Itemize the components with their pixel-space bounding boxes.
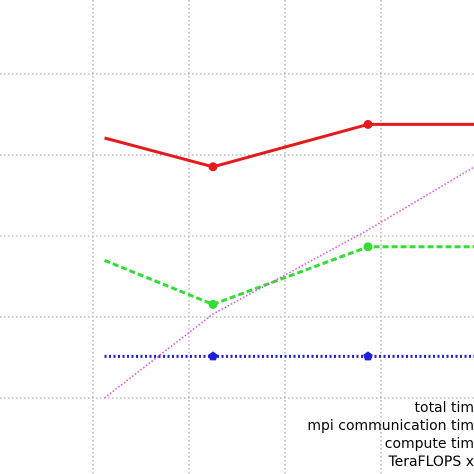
data-point-mpi-communication-tim [363, 242, 373, 252]
data-point-compute-tim [363, 351, 373, 361]
legend-label-teraflops: TeraFLOPS x [387, 454, 474, 470]
series-line-mpi-communication-tim [103, 245, 474, 307]
legend-label-total-time: total tim [415, 400, 474, 416]
data-point-mpi-communication-tim [208, 299, 218, 309]
data-point-total-tim [363, 119, 373, 129]
legend-label-compute-time: compute tim [385, 436, 474, 452]
data-point-total-tim [208, 162, 218, 172]
data-point-compute-tim [208, 351, 218, 361]
series-line-total-tim [104, 122, 474, 169]
series-line-compute-tim [104, 354, 474, 358]
legend: total tim mpi communication tim compute … [307, 400, 474, 470]
legend-label-mpi-communication-time: mpi communication tim [307, 418, 474, 434]
series-line-teraflops-x [104, 166, 474, 399]
series-layer [103, 119, 474, 399]
